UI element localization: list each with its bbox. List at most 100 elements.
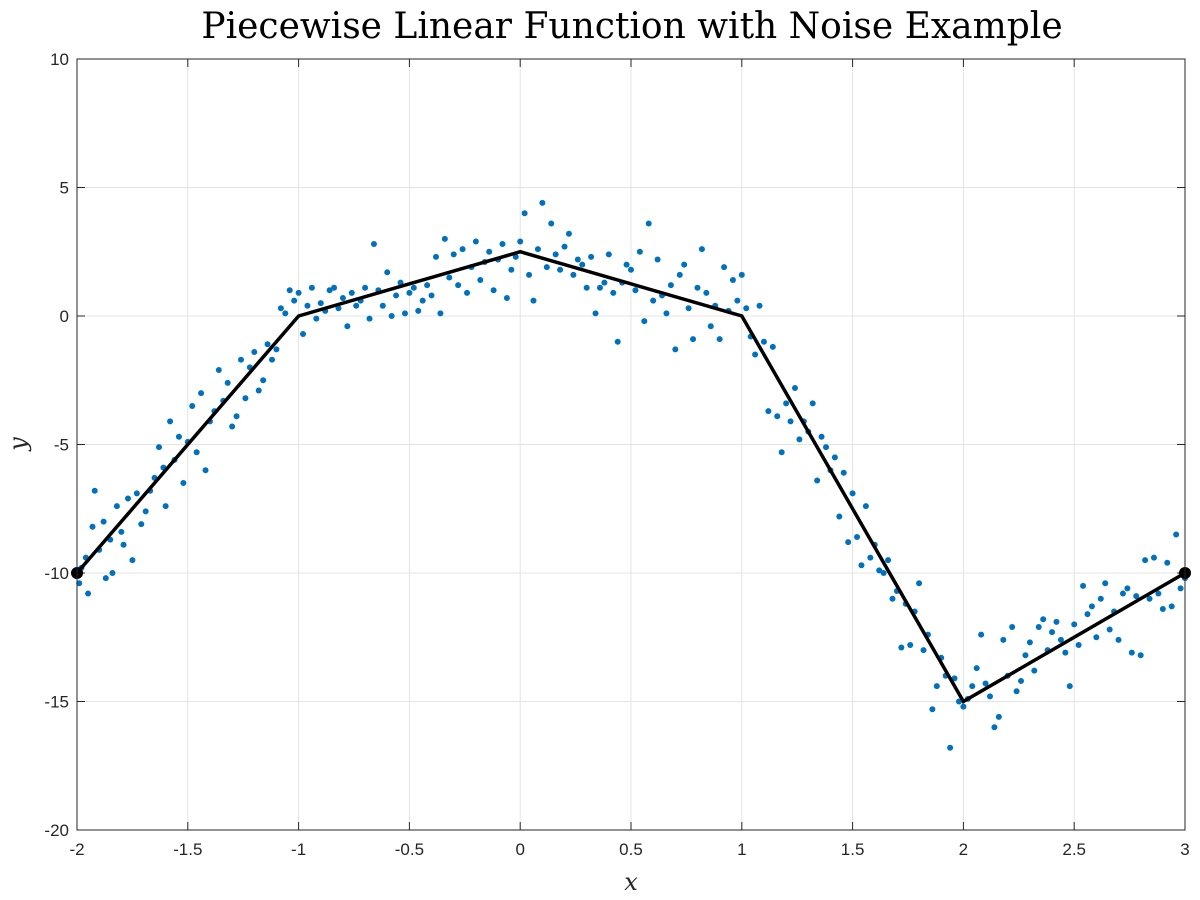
scatter-point [1071, 621, 1078, 628]
scatter-point [512, 253, 519, 260]
scatter-point [91, 487, 98, 494]
scatter-point [133, 490, 140, 497]
scatter-point [548, 220, 555, 227]
scatter-point [610, 289, 617, 296]
scatter-point [565, 230, 572, 237]
scatter-point [1128, 649, 1135, 656]
scatter-point [384, 269, 391, 276]
scatter-point [756, 302, 763, 309]
x-tick-label: 3 [1180, 840, 1189, 859]
scatter-point [76, 580, 83, 587]
scatter-point [760, 338, 767, 345]
scatter-point [818, 433, 825, 440]
scatter-point [588, 253, 595, 260]
y-axis-label: y [4, 437, 32, 452]
scatter-point [721, 264, 728, 271]
scatter-point [960, 703, 967, 710]
scatter-point [579, 261, 586, 268]
scatter-point [561, 243, 568, 250]
scatter-point [89, 523, 96, 530]
y-tick-label: -5 [54, 436, 69, 455]
scatter-point [1106, 626, 1113, 633]
scatter-point [995, 713, 1002, 720]
scatter-point [645, 220, 652, 227]
scatter-point [654, 256, 661, 263]
scatter-point [1146, 595, 1153, 602]
x-tick-label: 1 [737, 840, 746, 859]
scatter-point [118, 528, 125, 535]
scatter-point [809, 400, 816, 407]
scatter-point [876, 567, 883, 574]
scatter-point [441, 235, 448, 242]
scatter-point [464, 289, 471, 296]
scatter-point [796, 436, 803, 443]
scatter-point [397, 279, 404, 286]
scatter-point [124, 495, 131, 502]
scatter-point [605, 251, 612, 258]
scatter-point [534, 246, 541, 253]
scatter-point [348, 289, 355, 296]
scatter-point [601, 279, 608, 286]
scatter-point [273, 346, 280, 353]
scatter-point [353, 302, 360, 309]
scatter-point [690, 336, 697, 343]
scatter-point [991, 724, 998, 731]
scatter-point [1009, 623, 1016, 630]
scatter-point [1159, 605, 1166, 612]
scatter-point [237, 356, 244, 363]
scatter-point [477, 277, 484, 284]
piecewise-line [75, 249, 1186, 704]
scatter-point [198, 390, 205, 397]
scatter-point [1035, 623, 1042, 630]
scatter-point [109, 570, 116, 576]
scatter-point [969, 683, 976, 690]
scatter-point [1031, 667, 1038, 674]
scatter-point [251, 348, 258, 355]
scatter-point [698, 246, 705, 253]
y-tick-label: -20 [44, 821, 69, 840]
scatter-point [1133, 593, 1140, 600]
scatter-point [1080, 582, 1087, 589]
scatter-point [155, 444, 162, 451]
scatter-point [1155, 590, 1162, 597]
scatter-point [614, 338, 621, 345]
scatter-point [1040, 616, 1047, 623]
scatter-point [300, 330, 307, 337]
scatter-point [1088, 603, 1095, 610]
scatter-point [446, 274, 453, 281]
scatter-point [1018, 677, 1025, 684]
scatter-point [774, 413, 781, 420]
scatter-point [854, 534, 861, 541]
scatter-point [1084, 611, 1091, 618]
scatter-point [823, 444, 830, 451]
scatter-point [370, 241, 377, 248]
scatter-point [331, 284, 338, 291]
scatter-point [100, 518, 107, 525]
scatter-point [517, 238, 524, 245]
scatter-point [1137, 652, 1144, 659]
scatter-point [129, 557, 136, 564]
scatter-point [406, 289, 413, 296]
scatter-point [907, 641, 914, 648]
scatter-point [486, 248, 493, 255]
scatter-point [787, 418, 794, 425]
scatter-point [672, 346, 679, 353]
scatter-point [1124, 585, 1131, 592]
scatter-point [947, 744, 954, 751]
scatter-point [1066, 683, 1073, 690]
scatter-point [539, 199, 546, 206]
scatter-point [1173, 531, 1180, 538]
x-tick-label: -1.5 [173, 840, 202, 859]
scatter-point [898, 644, 905, 651]
scatter-point [85, 590, 92, 597]
grid [76, 58, 1186, 831]
scatter-point [623, 261, 630, 268]
scatter-point [102, 575, 109, 582]
scatter-point [783, 400, 790, 407]
scatter-point [215, 366, 222, 373]
scatter-point [255, 387, 262, 394]
scatter-point [432, 253, 439, 260]
x-tick-label: -1 [291, 840, 306, 859]
scatter-point [933, 683, 940, 690]
